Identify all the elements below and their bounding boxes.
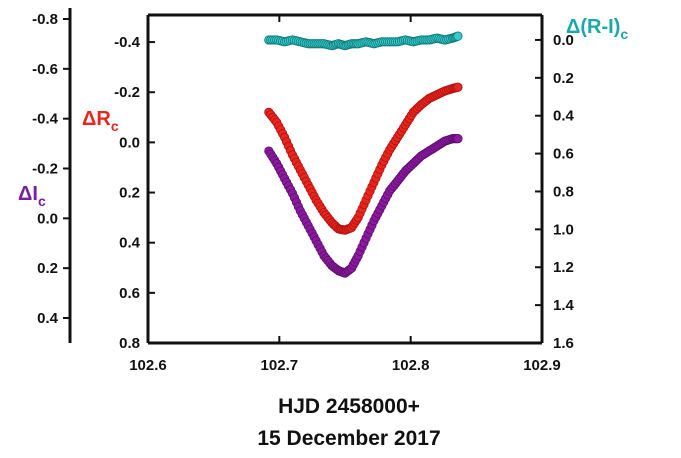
ic-axis-title-main: ΔI bbox=[18, 183, 38, 205]
ic-tick-label: 0.2 bbox=[37, 260, 58, 277]
ri-tick-label: 1.2 bbox=[553, 259, 574, 276]
rc-tick-label: 0.4 bbox=[119, 235, 141, 252]
rc-axis-title-main: ΔR bbox=[82, 108, 111, 130]
rc-tick-label: -0.4 bbox=[114, 34, 141, 51]
ic-tick-label: -0.2 bbox=[32, 161, 58, 178]
ri-axis-title-sub: c bbox=[620, 26, 628, 42]
data-point-ic bbox=[453, 134, 463, 144]
ic-tick-label: 0.0 bbox=[37, 210, 58, 227]
ri-tick-label: 0.4 bbox=[553, 108, 575, 125]
ri-tick-label: 0.2 bbox=[553, 70, 574, 87]
ri-axis-title-main: Δ(R-I) bbox=[566, 16, 620, 38]
rc-tick-label: 0.8 bbox=[119, 335, 140, 352]
ic-axis-title-sub: c bbox=[38, 193, 46, 209]
ri-tick-label: 0.6 bbox=[553, 146, 574, 163]
x-tick-label: 102.6 bbox=[129, 357, 167, 374]
ri-tick-label: 1.6 bbox=[553, 335, 574, 352]
x-tick-label: 102.7 bbox=[261, 357, 299, 374]
ri-tick-label: 0.8 bbox=[553, 183, 574, 200]
rc-axis-title-sub: c bbox=[111, 118, 119, 134]
x-tick-label: 102.9 bbox=[523, 357, 561, 374]
rc-tick-label: -0.2 bbox=[114, 84, 140, 101]
ic-axis-title: ΔIc bbox=[18, 183, 46, 209]
ic-tick-label: -0.4 bbox=[32, 111, 59, 128]
ri-axis-title: Δ(R-I)c bbox=[566, 16, 628, 42]
x-axis-label-line2: 15 December 2017 bbox=[257, 427, 440, 450]
ri-tick-label: 1.4 bbox=[553, 297, 575, 314]
ic-tick-label: -0.6 bbox=[32, 61, 58, 78]
ic-tick-label: -0.8 bbox=[32, 11, 58, 28]
data-point-ri bbox=[453, 31, 463, 41]
rc-tick-label: 0.0 bbox=[119, 134, 140, 151]
ri-tick-label: 1.0 bbox=[553, 221, 574, 238]
data-point-rc bbox=[453, 82, 463, 92]
rc-tick-label: 0.6 bbox=[119, 285, 140, 302]
rc-tick-label: 0.2 bbox=[119, 185, 140, 202]
ri-tick-label: 0.0 bbox=[553, 32, 574, 49]
ic-tick-label: 0.4 bbox=[37, 310, 59, 327]
x-axis-label-line1: HJD 2458000+ bbox=[278, 395, 420, 418]
x-tick-label: 102.8 bbox=[392, 357, 430, 374]
rc-axis-title: ΔRc bbox=[82, 108, 119, 134]
